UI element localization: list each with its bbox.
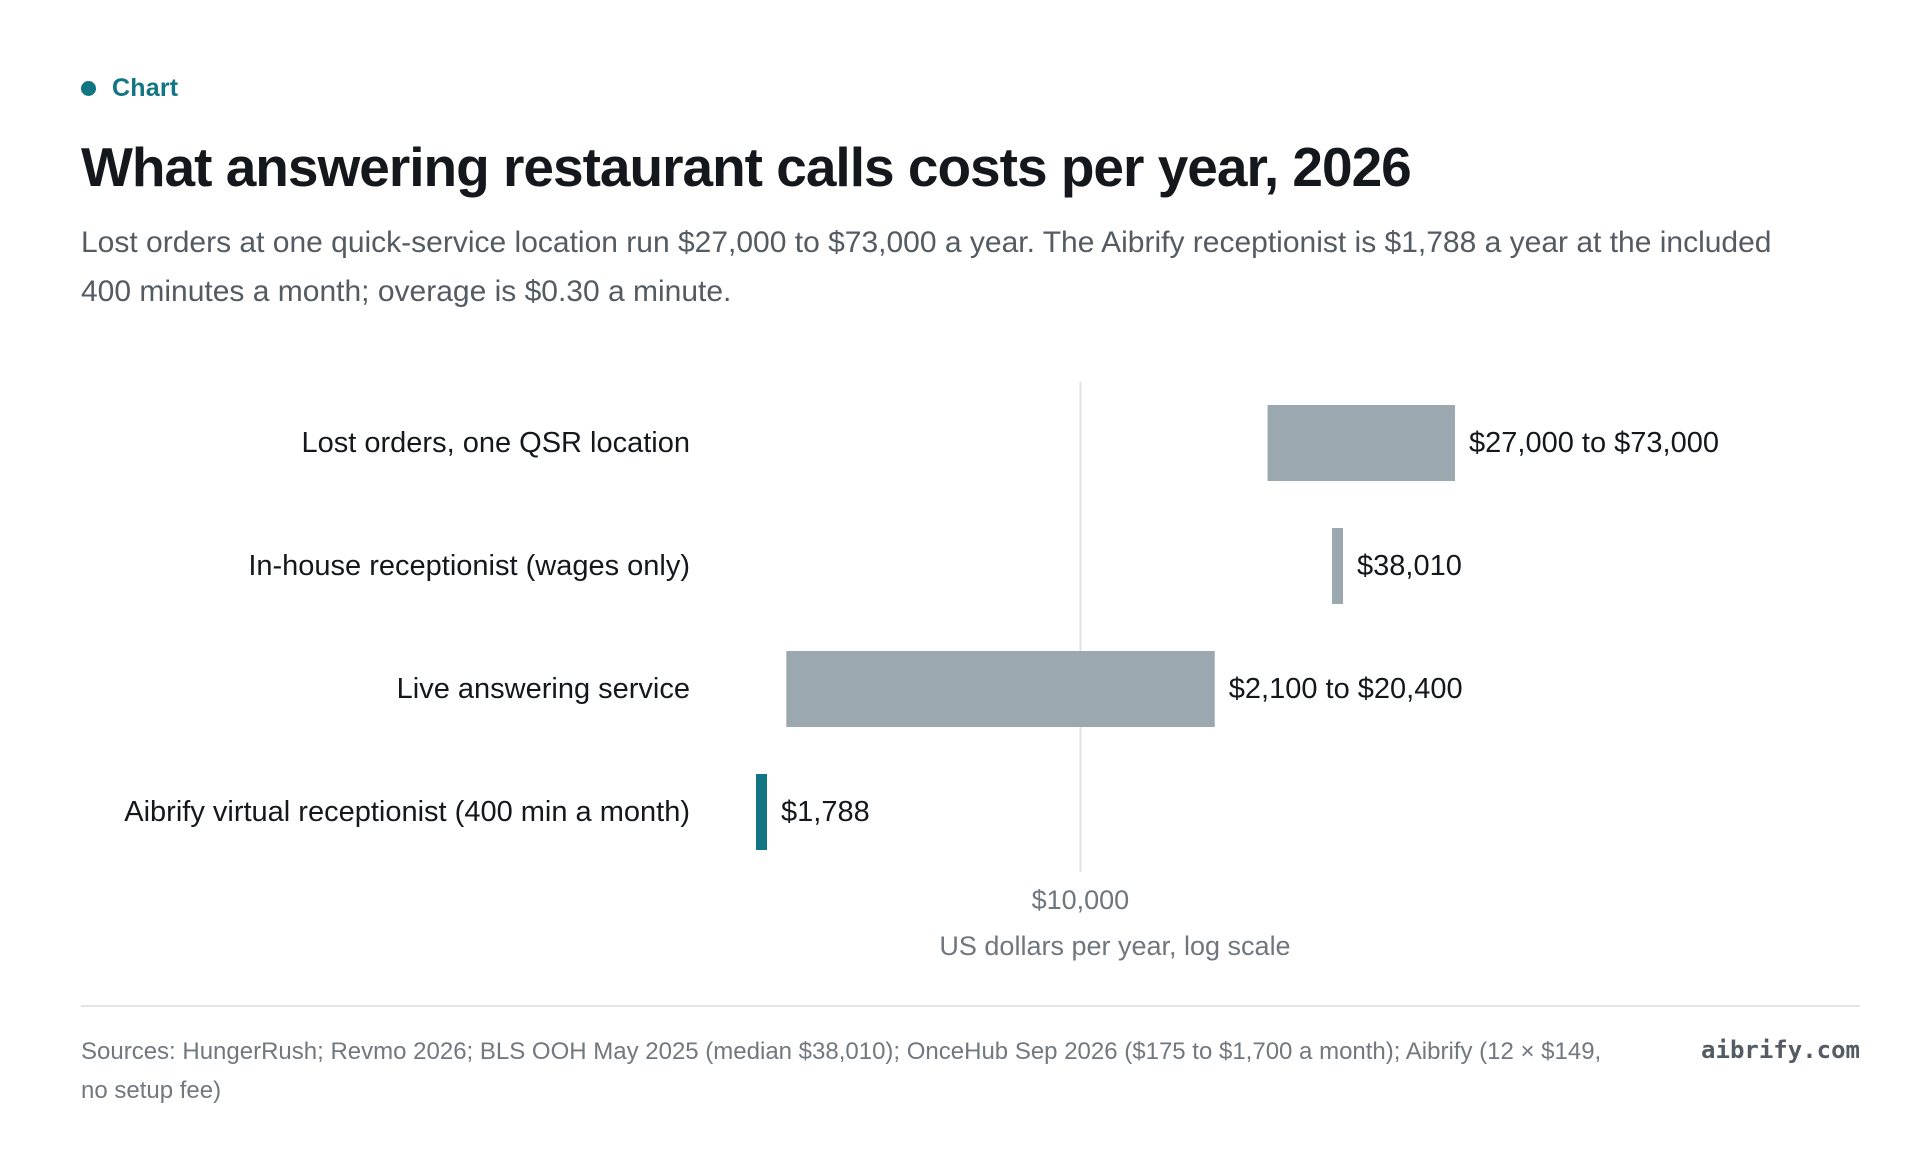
category-label: Aibrify virtual receptionist (400 min a … [124,796,690,828]
data-label: $1,788 [781,796,870,828]
chart-eyebrow: Chart [81,74,178,103]
data-label: $27,000 to $73,000 [1469,427,1719,459]
eyebrow-dot-icon [81,81,96,96]
site-domain: aibrify.com [1701,1036,1860,1064]
chart-title: What answering restaurant calls costs pe… [81,136,1412,198]
category-label: In-house receptionist (wages only) [248,550,690,582]
bar [756,774,767,850]
x-tick-label: $10,000 [1032,885,1130,915]
cost-bar-chart: $10,000 Lost orders, one QSR location $27,… [124,382,1719,961]
bar [1267,405,1455,481]
eyebrow-label: Chart [112,74,179,102]
chart-subtitle: Lost orders at one quick-service locatio… [81,226,1772,308]
data-label: $38,010 [1357,550,1462,582]
category-label: Live answering service [397,673,690,705]
footer-divider [81,1005,1860,1007]
bar [786,651,1215,727]
data-label: $2,100 to $20,400 [1229,673,1463,705]
x-axis-label: US dollars per year, log scale [939,931,1290,961]
category-label: Lost orders, one QSR location [302,427,690,459]
sources-note: Sources: HungerRush; Revmo 2026; BLS OOH… [81,1038,1602,1104]
bar [1332,528,1344,604]
